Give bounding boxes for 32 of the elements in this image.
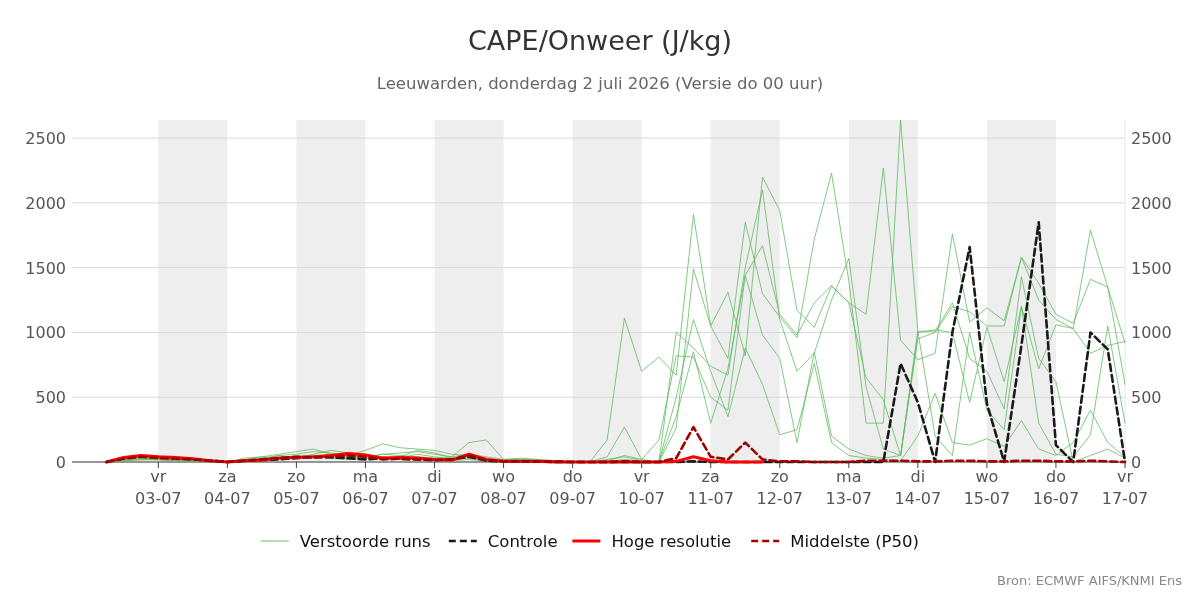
legend-label: Hoge resolutie <box>611 532 732 551</box>
y2-tick-label: 2000 <box>1131 193 1172 213</box>
x-tick-label: zo 05-07 <box>273 467 320 508</box>
x-tick-label: ma 13-07 <box>825 467 873 508</box>
legend-label: Controle <box>487 532 558 551</box>
x-tick-label: vr 03-07 <box>135 467 182 508</box>
chart-title: CAPE/Onweer (J/kg) <box>467 25 733 56</box>
y-tick-label: 500 <box>35 388 66 408</box>
y2-tick-label: 1000 <box>1131 323 1172 343</box>
x-tick-label: za 04-07 <box>204 467 251 508</box>
legend-label: Verstoorde runs <box>299 532 431 551</box>
x-tick-label: wo 15-07 <box>963 467 1011 508</box>
text: Bron: ECMWF AIFS/KNMI Ens <box>997 573 1183 588</box>
x-tick-label: di 14-07 <box>894 467 942 508</box>
x-tick-label: di 07-07 <box>411 467 458 508</box>
x-tick-label: do 09-07 <box>549 467 596 508</box>
y-tick-label: 2000 <box>25 193 66 213</box>
y-tick-label: 2500 <box>25 129 66 149</box>
y-tick-label: 1500 <box>25 258 66 278</box>
legend-label: Middelste (P50) <box>790 532 919 551</box>
y2-tick-label: 1500 <box>1131 258 1172 278</box>
x-tick-label: ma 06-07 <box>342 467 389 508</box>
x-tick-label: vr 10-07 <box>618 467 665 508</box>
chart-subtitle: Leeuwarden, donderdag 2 juli 2026 (Versie do 00 uur) <box>376 74 824 93</box>
x-tick-label: do 16-07 <box>1032 467 1080 508</box>
y-tick-label: 1000 <box>25 323 66 343</box>
y-tick-label: 0 <box>55 453 66 472</box>
x-tick-label: za 11-07 <box>687 467 734 508</box>
x-tick-label: zo 12-07 <box>756 467 803 508</box>
y2-tick-label: 2500 <box>1131 129 1172 149</box>
y2-tick-label: 500 <box>1131 388 1162 408</box>
x-tick-label: wo 08-07 <box>480 467 527 508</box>
